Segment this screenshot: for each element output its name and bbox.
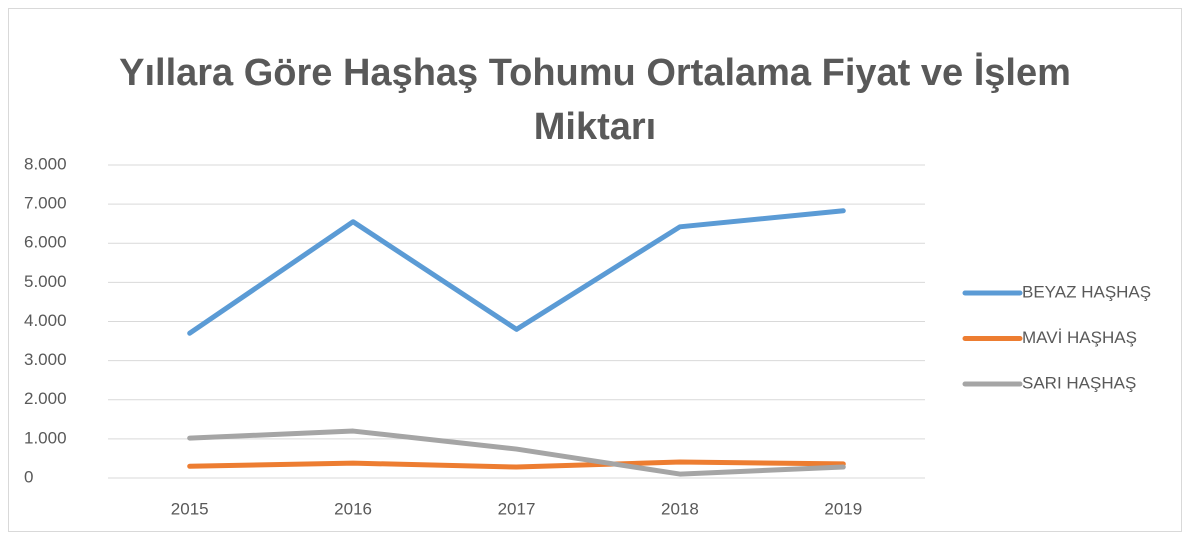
y-tick-label: 1.000 bbox=[24, 428, 67, 447]
x-tick-label: 2016 bbox=[334, 499, 372, 518]
y-tick-label: 0 bbox=[24, 467, 33, 486]
x-tick-label: 2015 bbox=[171, 499, 209, 518]
legend-label: MAVİ HAŞHAŞ bbox=[1022, 328, 1137, 347]
chart-border bbox=[8, 8, 1182, 532]
chart-title: Yıllara Göre Haşhaş Tohumu Ortalama Fiya… bbox=[119, 52, 1071, 148]
y-tick-label: 8.000 bbox=[24, 154, 67, 173]
series-line bbox=[187, 459, 846, 470]
legend-label: SARI HAŞHAŞ bbox=[1022, 373, 1136, 392]
title-box: Yıllara Göre Haşhaş Tohumu Ortalama Fiya… bbox=[119, 52, 1071, 148]
y-tick-label: 4.000 bbox=[24, 311, 67, 330]
x-tick-label: 2017 bbox=[498, 499, 536, 518]
y-tick-label: 7.000 bbox=[24, 194, 67, 213]
y-tick-label: 6.000 bbox=[24, 233, 67, 252]
y-tick-label: 3.000 bbox=[24, 350, 67, 369]
series-line bbox=[187, 428, 846, 477]
x-tick-label: 2018 bbox=[661, 499, 699, 518]
y-tick-label: 2.000 bbox=[24, 389, 67, 408]
x-tick-label: 2019 bbox=[824, 499, 862, 518]
y-tick-label: 5.000 bbox=[24, 272, 67, 291]
series-line bbox=[187, 208, 846, 336]
legend-label: BEYAZ HAŞHAŞ bbox=[1022, 282, 1151, 301]
